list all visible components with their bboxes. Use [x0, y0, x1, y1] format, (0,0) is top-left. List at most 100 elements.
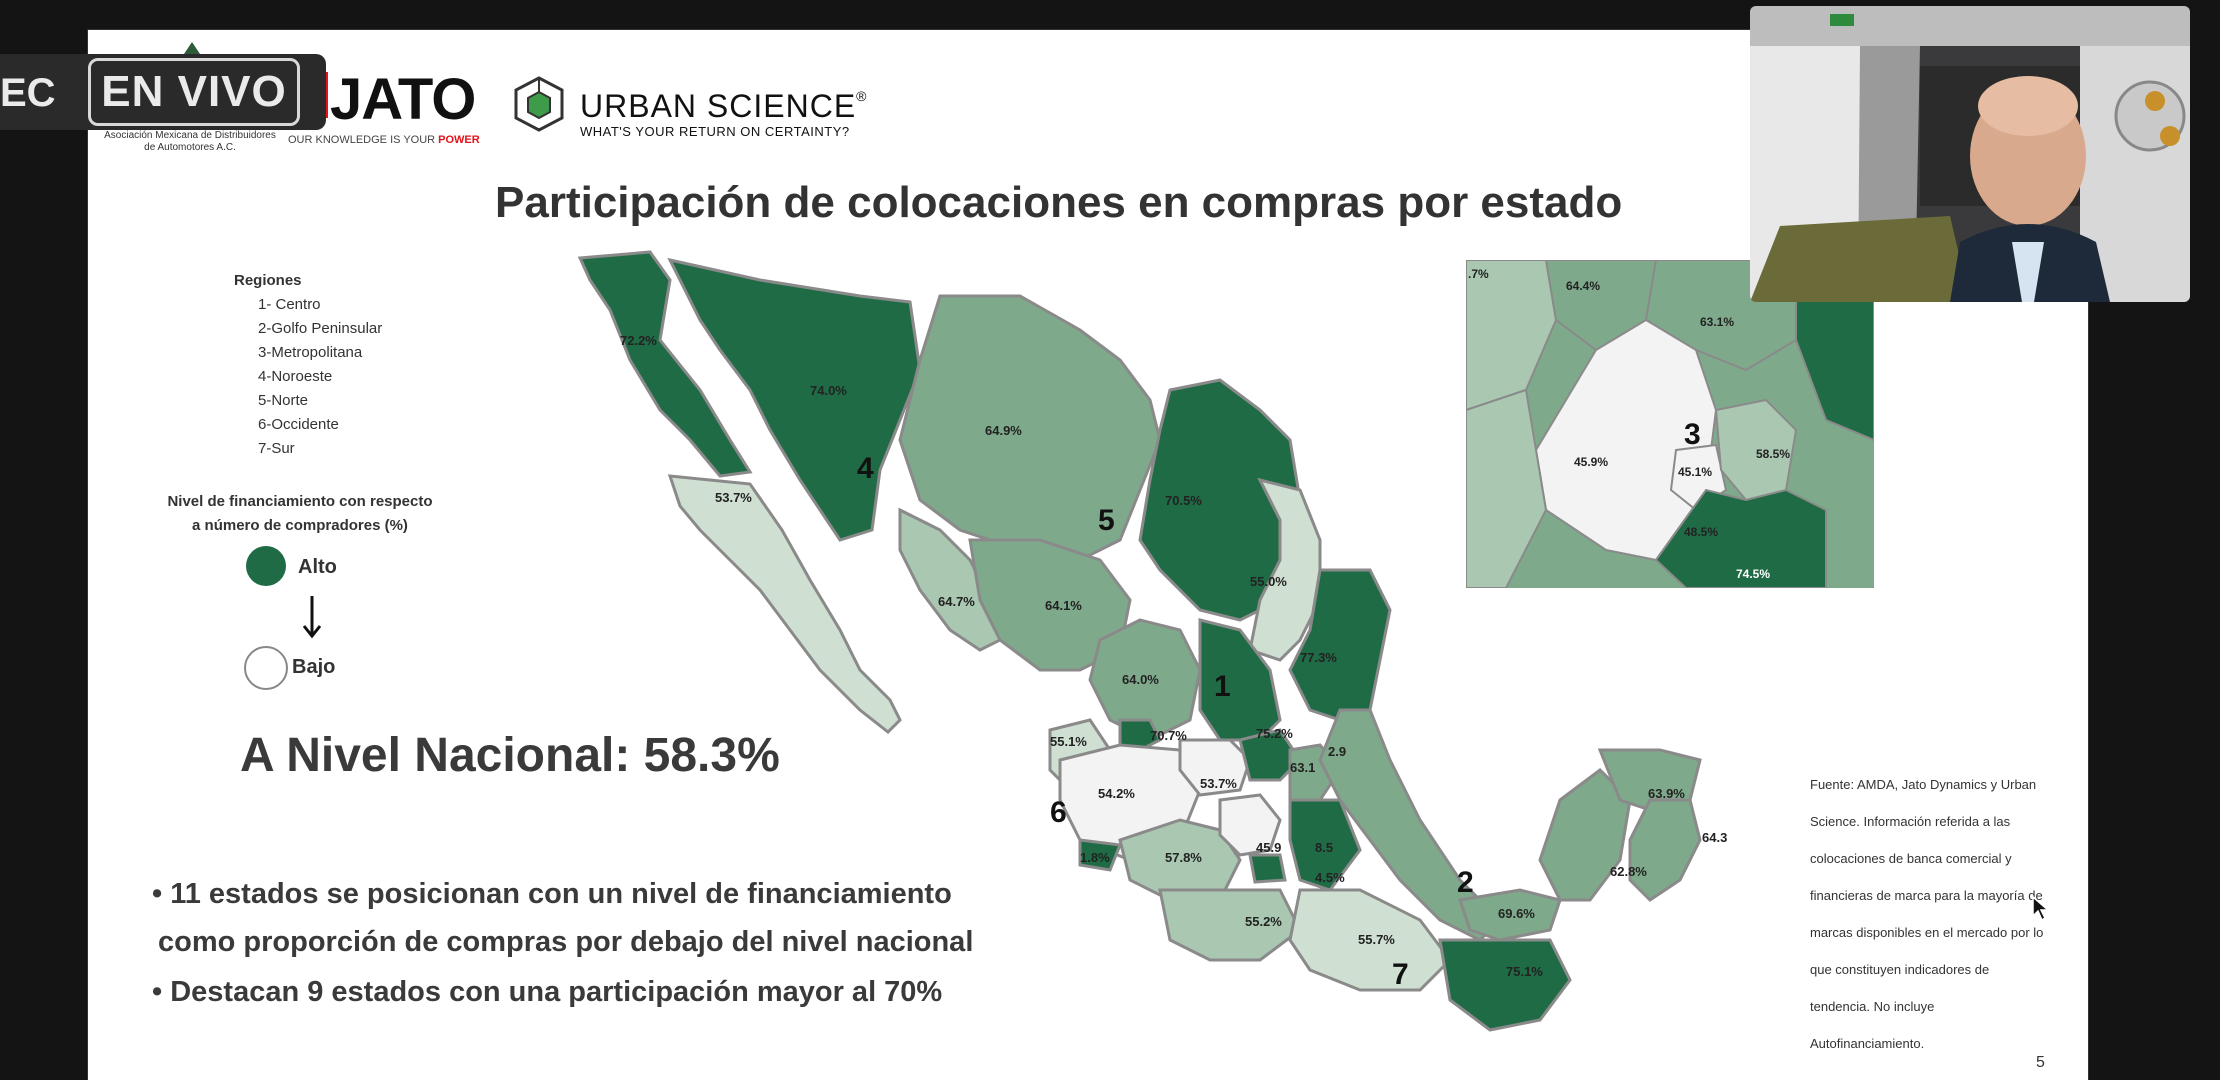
map-state-shape [1198, 618, 1282, 742]
source-line: que constituyen indicadores de [1810, 962, 1990, 977]
presenter-webcam-video [1750, 6, 2190, 302]
map-state-label: 53.7% [715, 490, 752, 505]
urban-science-name-text: URBAN SCIENCE [580, 88, 857, 124]
map-state-label: 55.0% [1250, 574, 1287, 589]
map-state-label: 55.2% [1245, 914, 1282, 929]
map-state-label: 74.0% [810, 383, 847, 398]
legend-low-swatch [244, 646, 288, 690]
map-state-shape [1248, 853, 1287, 884]
mexico-states-map: 72.2% 74.0% 64.9% 53.7% 70.5% 64.7% 64.1… [577, 250, 1727, 1032]
slide-page-number: 5 [2036, 1054, 2045, 1071]
source-line: Fuente: AMDA, Jato Dynamics y Urban [1810, 777, 2037, 792]
legend-low-label: Bajo [292, 656, 336, 678]
map-region-number: 1 [1214, 670, 1231, 703]
map-state-label: 53.7% [1200, 776, 1237, 791]
map-state-label: 62.8% [1610, 864, 1647, 879]
map-state-label: 54.2% [1098, 786, 1135, 801]
map-state-label: 45.9 [1256, 840, 1281, 855]
map-state-label: 75.2% [1256, 726, 1293, 741]
map-state-label: 69.6% [1498, 906, 1535, 921]
jato-tagline-start: OUR KNOWLEDGE IS YOUR [288, 134, 439, 146]
map-state-label: 8.5 [1315, 840, 1333, 855]
inset-state-label: 63.1% [1700, 315, 1734, 329]
live-badge: EN VIVO [88, 58, 300, 126]
bullet-point-1: • 11 estados se posicionan con un nivel … [152, 878, 952, 910]
national-level-headline: A Nivel Nacional: 58.3% [240, 729, 780, 782]
map-state-label: 64.1% [1045, 598, 1082, 613]
financing-legend-title: Nivel de financiamiento con respecto a n… [150, 490, 450, 538]
amda-logo-text: Asociación Mexicana de Distribuidores de… [104, 130, 276, 153]
region-item: 1- Centro [258, 296, 321, 313]
inset-region-number: 3 [1684, 418, 1701, 451]
legend-high-label: Alto [298, 556, 337, 578]
map-state-label: 70.5% [1165, 493, 1202, 508]
inset-state-shape [1654, 488, 1827, 588]
map-state-label: 4.5% [1315, 870, 1345, 885]
map-state-label: 55.7% [1358, 932, 1395, 947]
source-note: Fuente: AMDA, Jato Dynamics y Urban Scie… [1810, 766, 2072, 1062]
inset-state-shape [1795, 260, 1874, 442]
map-state-label: 63.1 [1290, 760, 1315, 775]
legend-high-swatch [246, 546, 286, 586]
map-state-shape [1178, 738, 1252, 797]
inset-state-label: 58.5% [1756, 447, 1790, 461]
map-state-label: 63.9% [1648, 786, 1685, 801]
map-state-shape [1118, 818, 1242, 902]
map-state-label: 64.0% [1122, 672, 1159, 687]
map-state-label: 1.8% [1080, 850, 1110, 865]
jato-tagline-power: POWER [438, 134, 480, 146]
map-state-label: 64.7% [938, 594, 975, 609]
inset-state-label: 45.1% [1678, 465, 1712, 479]
region-item: 3-Metropolitana [258, 344, 363, 361]
inset-state-shape [1466, 388, 1548, 588]
map-region-number: 4 [857, 452, 874, 485]
map-state-shape [1088, 618, 1202, 742]
jato-logo: JATO [330, 67, 476, 132]
map-state-label: 64.9% [985, 423, 1022, 438]
map-state-label: 64.3 [1702, 830, 1727, 845]
mouse-cursor-icon [2032, 896, 2050, 922]
inset-state-label: 48.5% [1684, 525, 1718, 539]
map-state-label: 57.8% [1165, 850, 1202, 865]
source-line: colocaciones de banca comercial y [1810, 851, 2012, 866]
region-item: 5-Norte [258, 392, 309, 409]
map-state-label: 75.1% [1506, 964, 1543, 979]
map-state-label: 77.3% [1300, 650, 1337, 665]
jato-tagline: OUR KNOWLEDGE IS YOUR POWER [288, 134, 480, 146]
map-state-shape [898, 294, 1162, 562]
inset-state-shape [1466, 260, 1558, 412]
financing-legend-title-line2: a número de compradores (%) [192, 517, 408, 534]
map-state-shape [1288, 888, 1452, 992]
inset-state-label: .7% [1468, 267, 1489, 281]
slide-title: Participación de colocaciones en compras… [495, 178, 1623, 227]
source-line: tendencia. No incluye [1810, 999, 1935, 1014]
map-state-shape [898, 507, 1002, 652]
map-state-shape [1118, 718, 1163, 752]
regions-heading: Regiones [234, 272, 302, 289]
map-region-number: 2 [1457, 866, 1474, 899]
map-state-shape [1158, 888, 1302, 962]
region-item: 7-Sur [258, 440, 295, 457]
region-item: 6-Occidente [258, 416, 339, 433]
map-state-label: 70.7% [1150, 728, 1187, 743]
financing-legend-title-line1: Nivel de financiamiento con respecto [167, 493, 433, 510]
map-state-shape [667, 257, 922, 542]
region-item: 2-Golfo Peninsular [258, 320, 383, 337]
map-state-shape [577, 250, 753, 478]
map-state-shape [1248, 477, 1322, 662]
bullet-point-2: • Destacan 9 estados con una participaci… [152, 976, 943, 1008]
map-state-shape [667, 474, 902, 735]
map-state-shape [1218, 793, 1282, 857]
map-state-shape [1458, 888, 1562, 942]
map-state-shape [1538, 768, 1632, 902]
map-region-number: 6 [1050, 796, 1067, 829]
region-item: 4-Noroeste [258, 368, 333, 385]
map-region-number: 5 [1098, 504, 1115, 537]
source-line: financieras de marca para la mayoría de [1810, 888, 2043, 903]
map-state-shape [1078, 838, 1123, 872]
map-state-label: 55.1% [1050, 734, 1087, 749]
map-state-label: 72.2% [620, 333, 657, 348]
source-line: marcas disponibles en el mercado por lo [1810, 925, 2044, 940]
source-line: Science. Información referida a las [1810, 814, 2011, 829]
